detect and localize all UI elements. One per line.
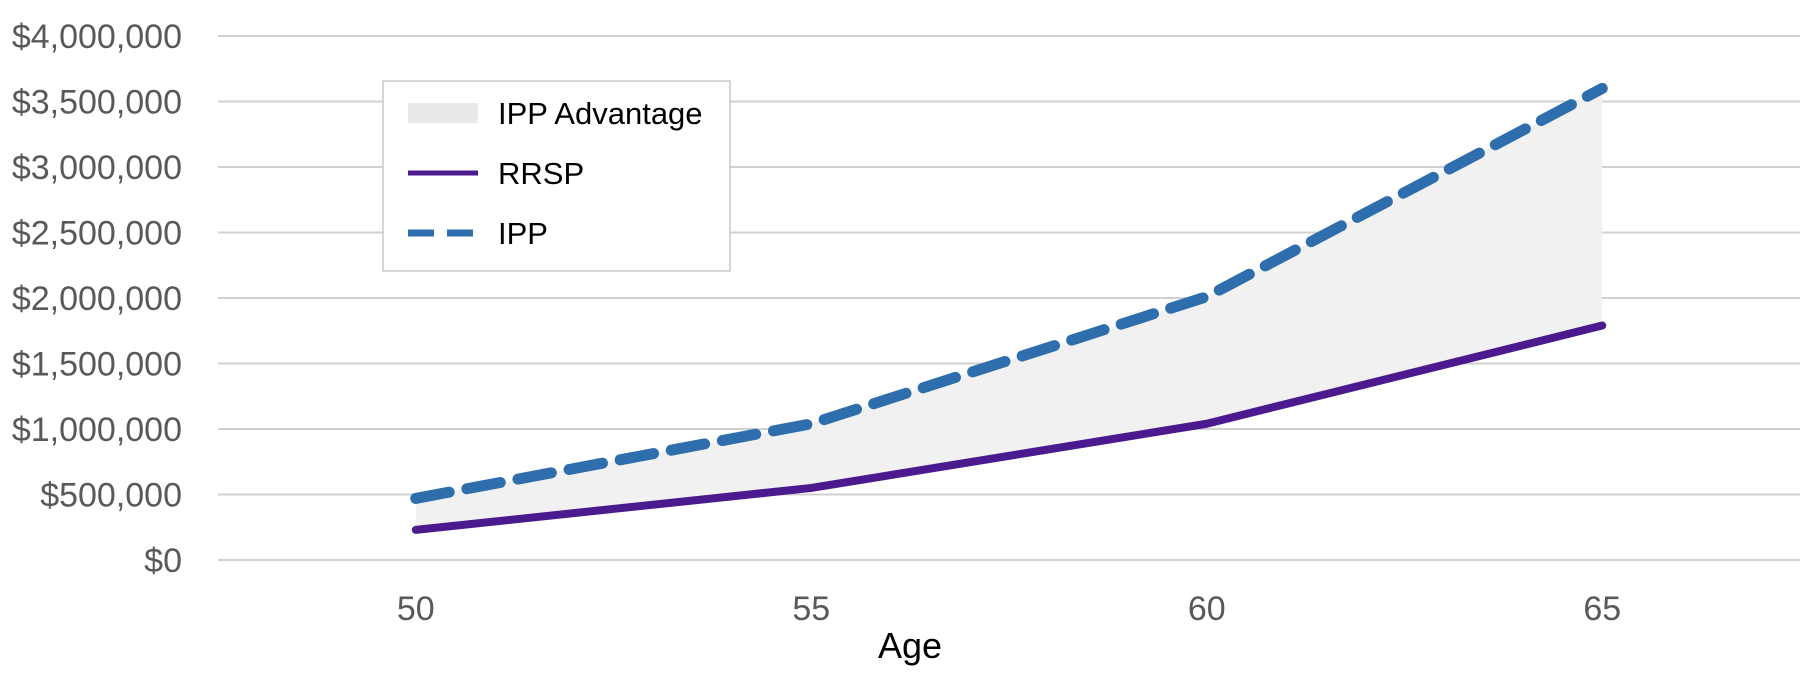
legend-swatch-ipp-advantage — [408, 103, 478, 123]
series-line-ipp — [410, 82, 1608, 504]
x-tick-label: 50 — [397, 590, 435, 628]
legend: IPP Advantage RRSP IPP — [382, 80, 731, 272]
x-tick-label: 60 — [1188, 590, 1226, 628]
y-tick-label: $1,500,000 — [12, 346, 182, 384]
line-layer — [410, 82, 1608, 534]
area-ipp-advantage — [415, 88, 1603, 530]
legend-label-rrsp: RRSP — [498, 156, 584, 191]
x-tick-label: 65 — [1583, 590, 1621, 628]
y-tick-label: $4,000,000 — [12, 18, 182, 56]
y-tick-label: $2,000,000 — [12, 280, 182, 318]
y-tick-label: $0 — [144, 542, 182, 580]
y-tick-label: $2,500,000 — [12, 215, 182, 253]
x-axis-title: Age — [878, 625, 942, 666]
area-layer — [415, 88, 1603, 530]
y-tick-label: $3,500,000 — [12, 84, 182, 122]
x-axis-ticks: 50 55 60 65 — [397, 590, 1621, 628]
y-tick-label: $500,000 — [40, 477, 182, 515]
legend-label-ipp: IPP — [498, 216, 548, 251]
legend-label-ipp-advantage: IPP Advantage — [498, 96, 703, 131]
y-tick-label: $1,000,000 — [12, 411, 182, 449]
y-axis-ticks: $0 $500,000 $1,000,000 $1,500,000 $2,000,000… — [12, 18, 182, 580]
series-line-rrsp — [411, 321, 1607, 534]
y-tick-label: $3,000,000 — [12, 149, 182, 187]
x-tick-label: 55 — [792, 590, 830, 628]
